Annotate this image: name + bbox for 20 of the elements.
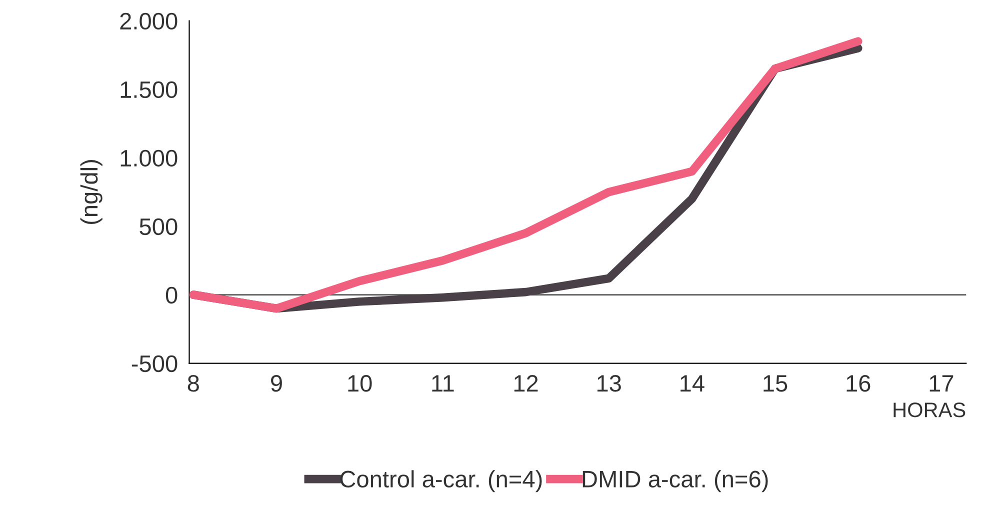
y-tick-label: 0 (166, 286, 178, 304)
x-tick-label: 10 (348, 375, 372, 392)
x-tick-label: 15 (764, 375, 788, 392)
legend-label: Control a-car. (n=4) (340, 470, 542, 492)
y-tick-label: -500 (132, 355, 178, 372)
x-tick-label: 11 (432, 375, 454, 392)
x-tick-label: 17 (930, 375, 954, 392)
x-tick-label: 12 (514, 375, 538, 392)
x-tick-label: 13 (598, 375, 621, 392)
y-tick-label: 1.000 (120, 150, 178, 167)
legend-label: DMID a-car. (n=6) (582, 470, 768, 492)
y-tick-label: 2.000 (120, 12, 178, 30)
y-tick-label: 1.500 (120, 81, 178, 98)
y-tick-label: 500 (140, 218, 178, 236)
x-axis-title: HORAS (894, 402, 966, 418)
x-tick-label: 9 (271, 375, 282, 392)
y-axis-title: (ng/dl) (80, 160, 102, 224)
x-tick-label: 8 (188, 375, 199, 392)
x-tick-label: 16 (846, 375, 870, 392)
x-tick-label: 14 (680, 375, 704, 392)
